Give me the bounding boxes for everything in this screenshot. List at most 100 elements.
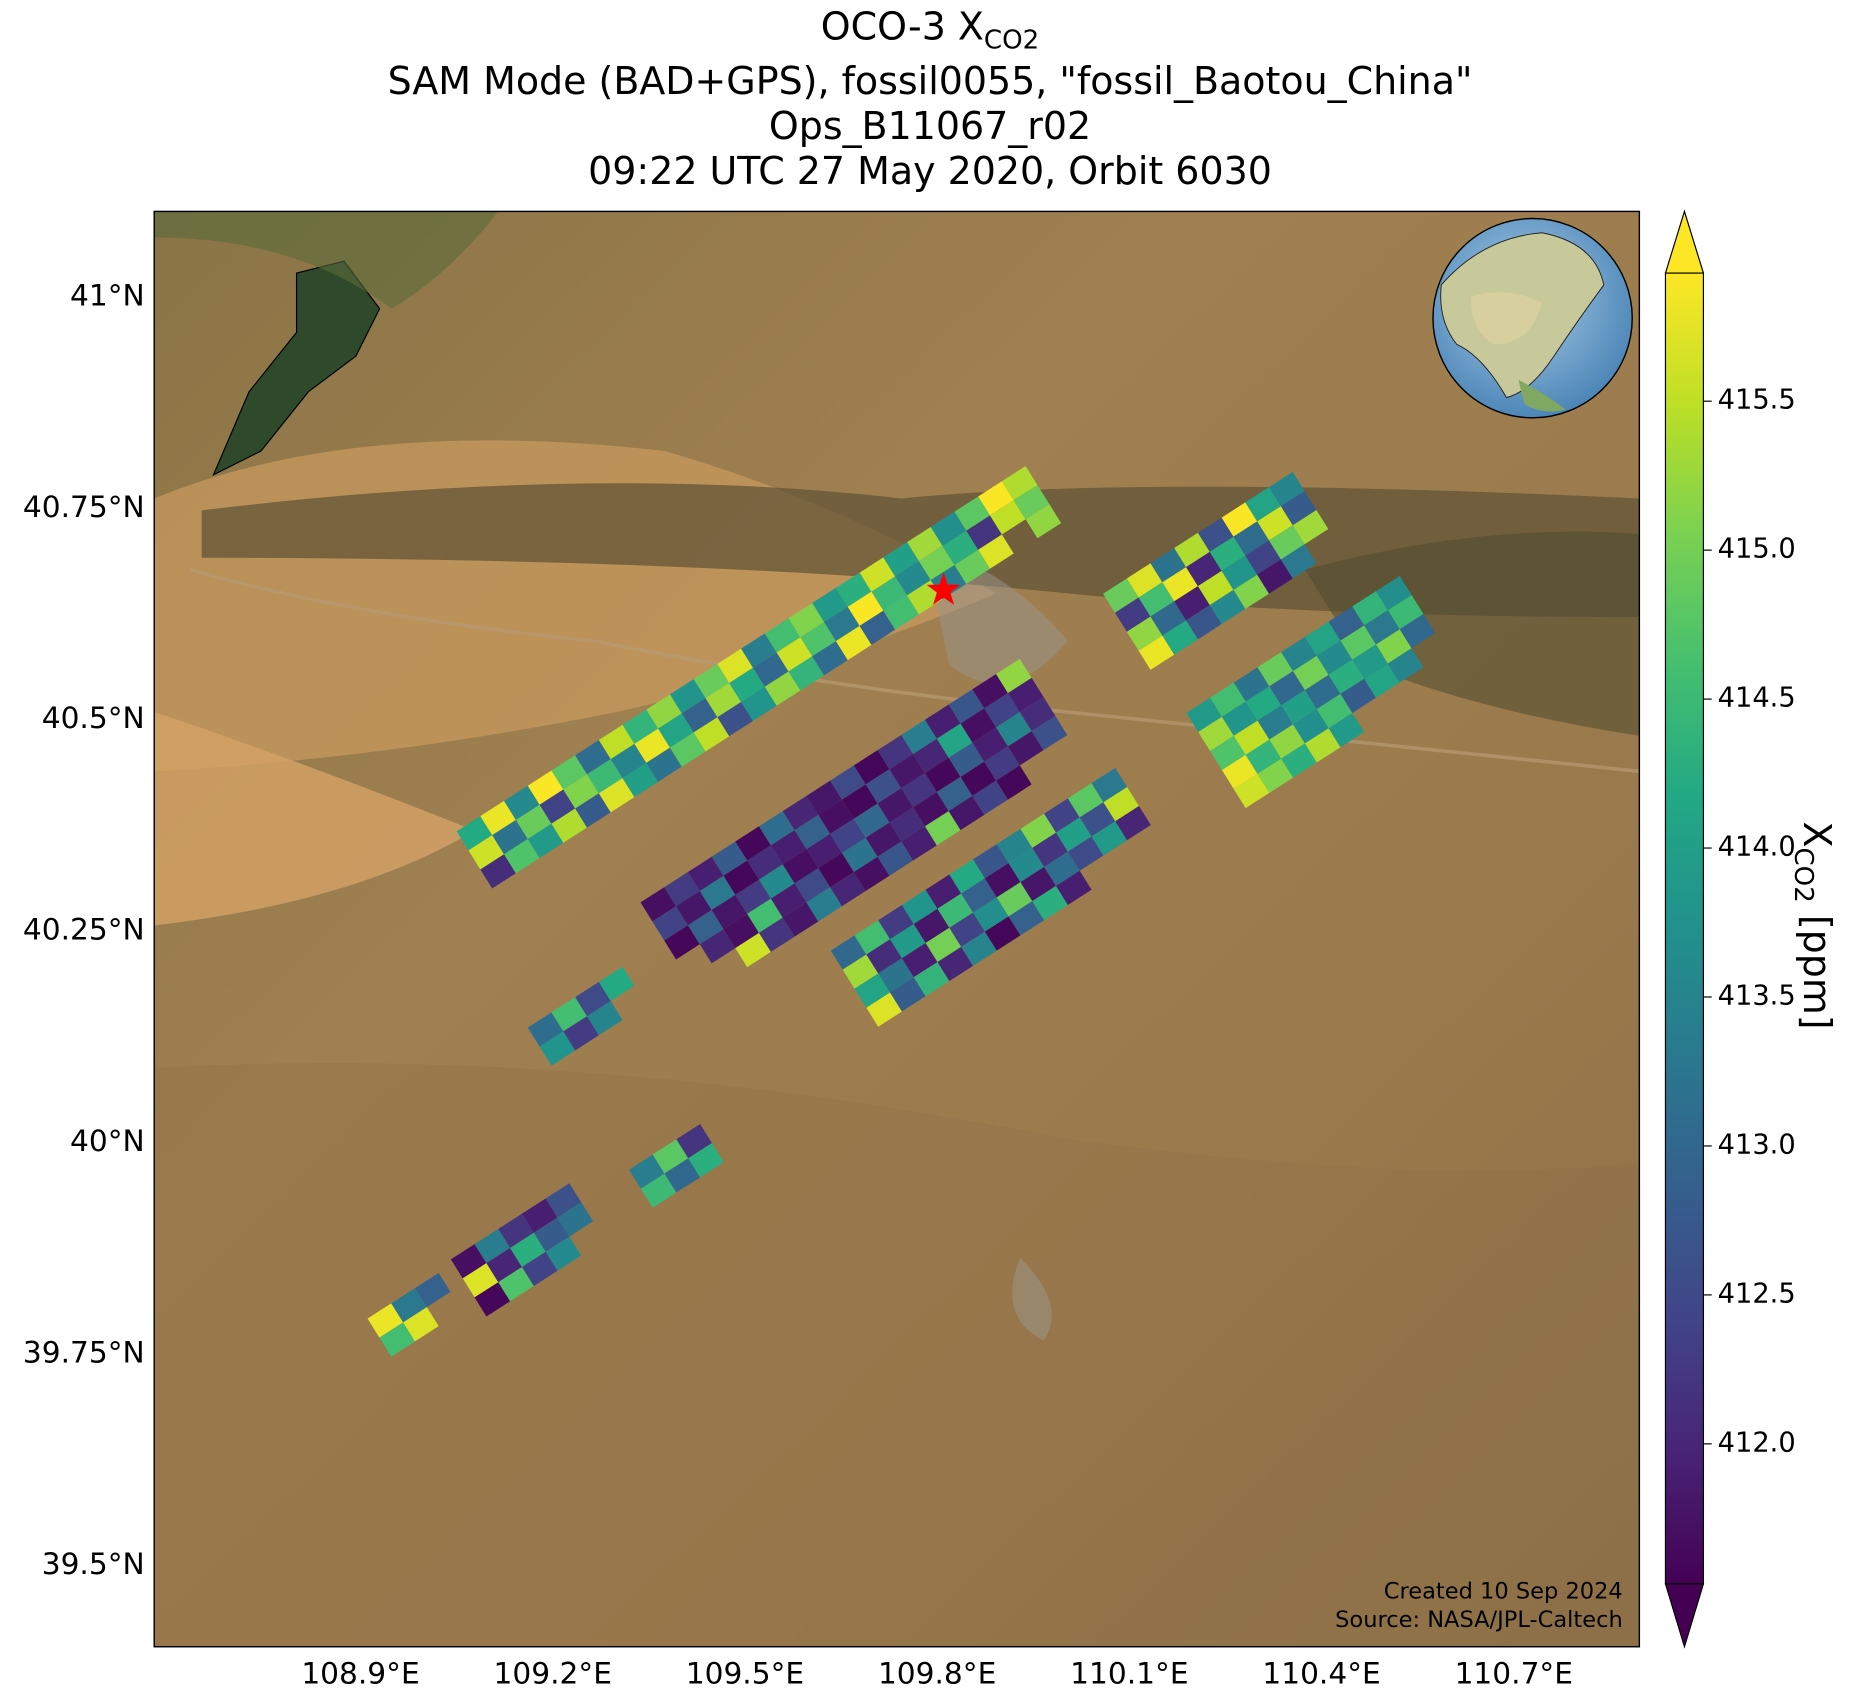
sounding <box>759 811 795 846</box>
sounding <box>1316 693 1353 729</box>
sounding <box>853 856 890 892</box>
swath <box>450 1183 594 1317</box>
sounding <box>1008 901 1045 936</box>
sounding <box>1376 629 1412 664</box>
sounding <box>883 595 919 630</box>
sounding <box>1257 652 1294 687</box>
sounding <box>717 648 753 683</box>
sounding <box>1387 594 1424 630</box>
sounding <box>830 935 867 970</box>
sounding <box>984 746 1020 781</box>
sounding <box>1150 548 1187 583</box>
sounding <box>510 1232 546 1267</box>
sounding <box>973 844 1009 879</box>
sounding <box>474 1228 511 1264</box>
sounding <box>480 854 516 889</box>
sounding <box>824 606 860 642</box>
sounding <box>901 719 937 754</box>
sounding <box>1257 705 1294 740</box>
swath <box>456 465 1062 889</box>
sounding <box>948 742 985 777</box>
sounding <box>996 882 1033 917</box>
sounding <box>480 800 516 836</box>
sounding <box>800 622 836 657</box>
sounding <box>527 823 564 859</box>
sounding <box>1174 586 1210 621</box>
sounding <box>1008 847 1045 883</box>
sounding <box>676 1124 712 1159</box>
sounding <box>1387 648 1424 683</box>
sounding <box>818 852 854 888</box>
sounding <box>1025 504 1062 539</box>
sounding <box>1328 659 1365 694</box>
colorbar-tick-label: 412.5 <box>1718 1278 1796 1309</box>
sounding <box>551 997 588 1032</box>
sounding <box>954 549 991 584</box>
sounding <box>877 734 914 770</box>
sounding <box>996 828 1033 864</box>
sounding <box>913 738 949 774</box>
sounding <box>1233 720 1270 755</box>
sounding <box>723 913 760 949</box>
sounding <box>587 1000 623 1036</box>
sounding <box>1126 563 1163 598</box>
sounding <box>1150 601 1187 636</box>
sounding <box>1340 625 1377 660</box>
title: OCO-3 XCO2 <box>821 4 1039 55</box>
sounding <box>1269 525 1305 560</box>
x-tick-label: 109.5°E <box>686 1656 804 1691</box>
sounding <box>634 728 670 763</box>
sounding <box>859 557 896 592</box>
sounding <box>1138 582 1175 617</box>
sounding <box>1032 885 1068 921</box>
sounding <box>515 804 552 839</box>
sounding <box>403 1307 439 1342</box>
sounding <box>711 894 748 930</box>
x-tick-label: 109.8°E <box>878 1656 996 1691</box>
sounding <box>1138 635 1175 670</box>
swath <box>628 1124 724 1208</box>
colorbar-tick-label: 413.0 <box>1718 1129 1796 1160</box>
sounding <box>1257 559 1293 594</box>
swath <box>1103 471 1329 670</box>
sounding <box>859 610 896 645</box>
sounding <box>948 795 985 831</box>
sounding <box>936 723 973 758</box>
sounding <box>788 656 825 691</box>
subtitle-line: SAM Mode (BAD+GPS), fossil0055, "fossil_… <box>388 59 1473 103</box>
sounding <box>717 701 753 737</box>
y-tick-label: 39.5°N <box>42 1546 145 1581</box>
sounding <box>1103 786 1139 822</box>
sounding <box>770 883 807 918</box>
sounding <box>414 1272 451 1308</box>
sounding <box>486 1247 522 1283</box>
sounding <box>776 637 813 672</box>
sounding <box>1115 806 1151 841</box>
colorbar-label-unit: [ppm] <box>1795 903 1839 1030</box>
sounding <box>391 1288 427 1323</box>
sounding <box>883 542 919 577</box>
sounding <box>960 761 997 796</box>
x-tick-label: 110.4°E <box>1262 1656 1380 1691</box>
sounding <box>640 887 677 922</box>
x-tick-label: 110.7°E <box>1455 1656 1573 1691</box>
sounding <box>913 792 949 827</box>
sounding <box>575 981 611 1017</box>
sounding <box>735 826 771 861</box>
sounding <box>699 875 736 911</box>
sounding <box>1280 490 1317 526</box>
sounding <box>901 826 937 861</box>
sounding <box>527 770 564 805</box>
sounding <box>1233 667 1270 702</box>
sounding <box>533 1217 570 1252</box>
sounding <box>1007 731 1044 766</box>
sounding <box>764 671 801 706</box>
sounding <box>794 814 831 850</box>
site-marker <box>926 572 961 605</box>
sounding <box>1269 471 1305 507</box>
sounding <box>1091 821 1128 856</box>
sounding <box>1364 610 1400 645</box>
sounding <box>521 1198 558 1233</box>
